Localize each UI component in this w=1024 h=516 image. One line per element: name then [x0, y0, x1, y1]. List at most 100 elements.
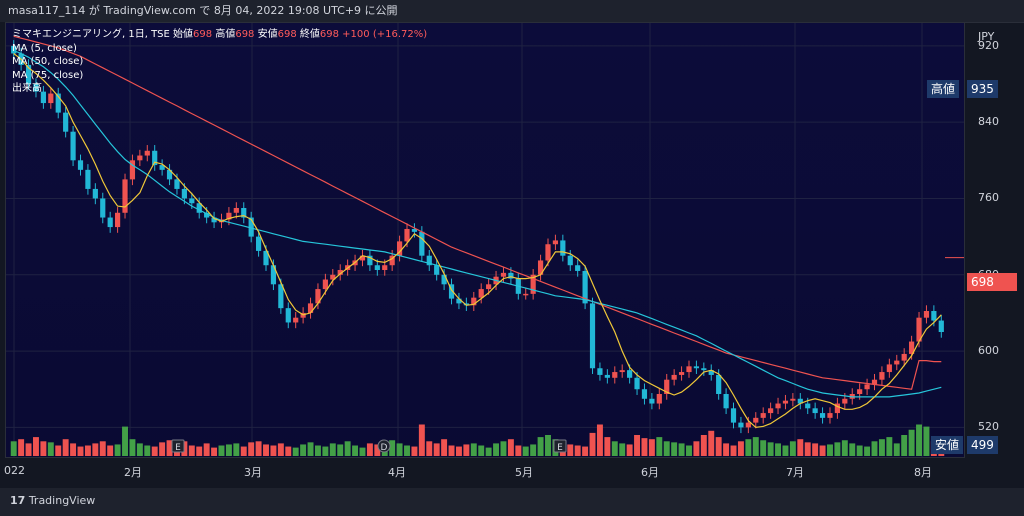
volume-bar	[129, 439, 136, 456]
volume-bar	[463, 444, 470, 456]
candle-body	[122, 179, 128, 213]
tradingview-logo-icon: 𝟭𝟳	[10, 494, 26, 507]
volume-bar	[329, 443, 336, 456]
volume-bar	[871, 441, 878, 456]
candle-body	[812, 408, 818, 414]
volume-bar	[448, 445, 455, 456]
candle-body	[456, 298, 462, 304]
volume-bar	[25, 443, 32, 456]
volume-bar	[136, 443, 143, 456]
tradingview-logo[interactable]: 𝟭𝟳 TradingView	[10, 494, 95, 507]
volume-bar	[671, 442, 678, 456]
event-marker-label: D	[381, 443, 388, 453]
candle-body	[871, 379, 878, 385]
candle-body	[641, 389, 648, 399]
volume-bar	[841, 440, 848, 456]
candle-body	[448, 284, 455, 299]
volume-bar	[819, 445, 826, 456]
volume-bar	[77, 446, 84, 456]
volume-bar	[611, 441, 618, 456]
volume-bar	[166, 440, 173, 456]
chart-area[interactable]	[5, 22, 965, 458]
candle-body	[708, 370, 714, 375]
candle-body	[604, 374, 610, 378]
candle-body	[204, 212, 210, 218]
candle-body	[33, 84, 39, 92]
candle-body	[152, 150, 158, 166]
event-marker	[171, 439, 185, 453]
time-tick-label: 2月	[124, 466, 142, 479]
legend-ma50[interactable]: MA (50, close)	[12, 56, 84, 67]
candle-body	[426, 255, 432, 266]
volume-bar	[433, 443, 440, 456]
volume-bar	[18, 439, 25, 456]
candle-body	[723, 394, 729, 409]
candle-body	[782, 400, 789, 404]
volume-bar	[686, 445, 692, 456]
candle-body	[396, 241, 403, 256]
symbol-name: ミマキエンジニアリング, 1日, TSE	[12, 29, 170, 40]
volume-bar	[752, 437, 759, 456]
volume-bar	[730, 445, 737, 456]
chart-legend: ミマキエンジニアリング, 1日, TSE 始値698 高値698 安値698 終…	[12, 28, 427, 96]
volume-bar	[878, 439, 885, 456]
volume-bar	[478, 445, 485, 456]
candle-body	[612, 372, 618, 378]
candle-body	[278, 284, 284, 309]
candle-body	[107, 217, 113, 228]
volume-bar	[314, 445, 321, 456]
candle-body	[738, 422, 744, 428]
legend-volume[interactable]: 出来高	[12, 83, 42, 94]
candle-body	[745, 422, 751, 428]
candle-body	[255, 236, 262, 251]
time-axis[interactable]	[0, 458, 965, 488]
candle-body	[560, 240, 566, 256]
candle-body	[367, 255, 373, 266]
open-label: 始値	[173, 29, 194, 40]
candle-body	[790, 398, 796, 401]
event-marker-label: E	[175, 443, 181, 453]
candle-body	[760, 413, 766, 418]
volume-bar	[144, 445, 151, 456]
candle-body	[63, 112, 69, 132]
price-tick-label: 840	[978, 115, 999, 129]
volume-bar	[745, 439, 752, 456]
candle-body	[894, 360, 900, 365]
volume-bar	[804, 442, 811, 456]
volume-bar	[737, 441, 744, 456]
candle-body	[716, 374, 722, 394]
candle-body	[389, 255, 395, 266]
volume-bar	[700, 435, 707, 456]
legend-ma75[interactable]: MA (75, close)	[12, 69, 84, 81]
volume-bar	[634, 435, 641, 456]
volume-bar	[285, 446, 292, 456]
candle-body	[627, 370, 633, 378]
volume-bar	[767, 442, 774, 456]
candle-body	[842, 398, 848, 404]
candle-body	[330, 274, 336, 280]
time-tick-label: 8月	[914, 466, 932, 479]
candle-body	[233, 208, 239, 213]
volume-bar	[797, 439, 804, 456]
candle-body	[25, 64, 32, 84]
candle-body	[864, 384, 870, 390]
volume-bar	[782, 445, 789, 456]
candle-body	[649, 398, 655, 404]
candle-body	[879, 372, 885, 380]
candle-body	[567, 255, 573, 266]
volume-bar	[886, 437, 893, 456]
legend-ma5[interactable]: MA (5, close)	[12, 42, 77, 54]
candle-body	[137, 155, 143, 161]
candle-body	[359, 255, 366, 261]
close-label: 終値	[299, 29, 320, 40]
high-label: 高値	[215, 29, 236, 40]
volume-bar	[188, 445, 195, 456]
price-tick-label: 920	[978, 38, 999, 52]
candle-body	[159, 165, 165, 170]
volume-bar	[211, 447, 218, 456]
candle-body	[263, 250, 269, 266]
volume-bar	[775, 443, 782, 456]
change-value: +100 (+16.72%)	[342, 29, 428, 40]
candle-body	[478, 289, 484, 298]
